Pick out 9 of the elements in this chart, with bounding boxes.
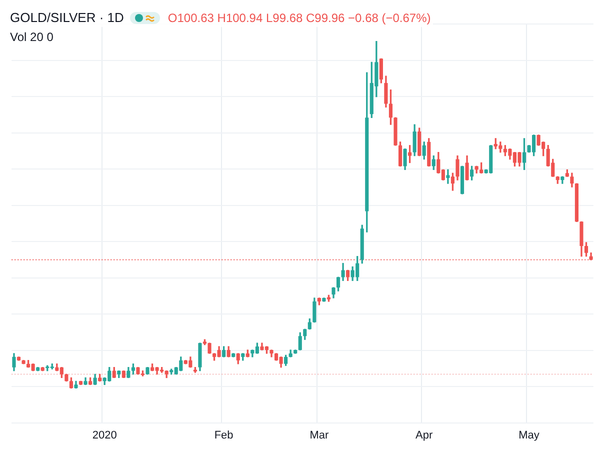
candlestick (446, 169, 450, 184)
text: O100.63 H100.94 L99.68 C99.96 −0.68 (−0.67%) (168, 10, 431, 24)
x-tick-label: Mar (310, 429, 329, 442)
x-tick-label: Apr (416, 429, 433, 442)
x-tick-label: 2020 (92, 429, 117, 442)
x-tick-label: May (518, 429, 540, 442)
x-tick-label: Feb (214, 429, 234, 442)
annotation: Vol 20 0 (10, 30, 54, 44)
chart-title: GOLD/SILVER · 1D (10, 10, 124, 25)
